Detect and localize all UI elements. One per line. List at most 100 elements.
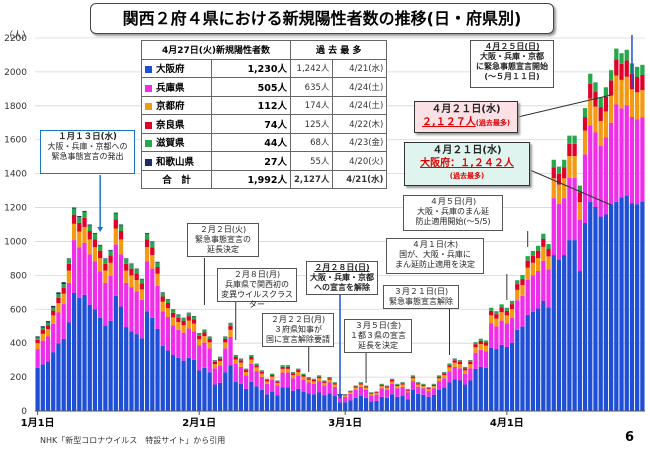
bar-hyogo <box>45 336 51 362</box>
bar-shiga <box>379 384 384 385</box>
bar-nara <box>348 391 353 393</box>
y-tick-label: 1800 <box>4 102 27 112</box>
bar-osaka <box>311 394 317 411</box>
bar-shiga <box>551 159 556 168</box>
bar-shiga <box>395 384 400 385</box>
bar-kyoto <box>546 256 551 270</box>
callout-feb28: ２月２８日(日) 大阪・兵庫・京都 への宣言を解除 <box>306 261 378 295</box>
bar-osaka <box>35 367 40 411</box>
bar-nara <box>353 386 358 388</box>
bar-osaka <box>66 322 72 411</box>
bar-hyogo <box>244 375 249 389</box>
bar-shiga <box>462 367 468 369</box>
bar-hyogo <box>66 282 72 323</box>
bar-hyogo <box>108 275 113 321</box>
bar-shiga <box>134 269 139 274</box>
bar-hyogo <box>473 352 478 369</box>
y-tick-label: 1600 <box>4 136 27 146</box>
bar-nara <box>395 384 400 387</box>
bar-kyoto <box>509 309 515 318</box>
bar-shiga <box>322 380 327 382</box>
bar-kyoto <box>155 273 160 286</box>
bar-osaka <box>535 308 541 411</box>
bar-shiga <box>478 338 483 341</box>
bar-osaka <box>624 195 629 411</box>
table-header-row: 4月27日(火)新規陽性者数 過 去 最 多 <box>141 40 388 60</box>
bar-kyoto <box>270 376 275 380</box>
row-pref-hyogo: 兵庫県 <box>141 77 212 97</box>
bar-hyogo <box>103 282 108 326</box>
bar-hyogo <box>390 383 395 395</box>
bar-kyoto <box>290 375 296 379</box>
bar-shiga <box>92 233 98 240</box>
bar-kyoto <box>515 289 520 301</box>
bar-hyogo <box>87 254 92 305</box>
bar-shiga <box>165 299 171 304</box>
bar-nara <box>176 317 181 323</box>
bar-kyoto <box>275 382 280 386</box>
bar-hyogo <box>363 389 369 398</box>
y-tick-label: 0 <box>21 407 27 417</box>
bar-hyogo <box>374 394 379 401</box>
bar-shiga <box>400 382 405 384</box>
bar-nara <box>77 222 82 232</box>
bar-kyoto <box>405 390 410 393</box>
bar-hyogo <box>582 154 588 224</box>
bar-osaka <box>108 320 113 411</box>
bar-osaka <box>384 397 390 411</box>
bar-wakayama <box>139 278 145 280</box>
bar-shiga <box>181 318 186 322</box>
bar-kyoto <box>416 384 421 387</box>
bar-hyogo <box>504 323 509 347</box>
bar-osaka <box>520 326 525 411</box>
bar-hyogo <box>296 375 301 389</box>
row-record: 635人 <box>289 77 334 97</box>
bar-shiga <box>530 250 536 256</box>
table-row: 滋賀県 44人 68人 4/23(金) <box>141 132 388 152</box>
table-row: 京都府 112人 174人 4/24(土) <box>141 95 388 115</box>
bar-hyogo <box>35 349 40 368</box>
bar-osaka <box>296 388 301 411</box>
callout-leaders <box>97 35 633 399</box>
bar-shiga <box>353 385 358 387</box>
bar-nara <box>405 389 410 391</box>
bar-nara <box>290 373 296 376</box>
table-row: 奈良県 74人 125人 4/22(木) <box>141 114 388 134</box>
bar-osaka <box>504 346 509 411</box>
bar-nara <box>113 219 118 229</box>
bar-osaka <box>306 393 311 411</box>
bar-hyogo <box>264 383 270 395</box>
bar-kyoto <box>431 386 436 389</box>
row-pref-osaka: 大阪府 <box>141 58 212 78</box>
bar-wakayama <box>113 212 118 214</box>
bar-kyoto <box>139 289 145 300</box>
bar-shiga <box>171 309 176 313</box>
bar-kyoto <box>186 320 191 329</box>
bar-shiga <box>51 307 56 311</box>
bar-shiga <box>254 363 259 366</box>
bar-hyogo <box>436 381 442 390</box>
bar-wakayama <box>92 232 98 234</box>
table-header-record: 過 去 最 多 <box>289 40 388 60</box>
bar-shiga <box>87 225 92 232</box>
bar-kyoto <box>635 92 640 120</box>
bar-nara <box>66 263 72 271</box>
bar-nara <box>499 307 504 313</box>
bar-kyoto <box>301 376 306 380</box>
bar-nara <box>473 344 478 348</box>
bar-kyoto <box>207 342 212 349</box>
bar-osaka <box>264 394 270 411</box>
bar-hyogo <box>520 295 525 327</box>
bar-nara <box>264 379 270 382</box>
bar-shiga <box>525 256 530 261</box>
bar-nara <box>416 383 421 385</box>
bar-nara <box>431 384 436 387</box>
bar-wakayama <box>35 336 40 338</box>
bar-kyoto <box>343 395 348 397</box>
legend-swatch-kyoto <box>145 103 152 111</box>
bar-kyoto <box>348 392 353 394</box>
bar-kyoto <box>530 262 536 276</box>
bar-osaka <box>191 359 197 411</box>
bar-osaka <box>160 345 165 411</box>
bar-hyogo <box>259 376 264 390</box>
